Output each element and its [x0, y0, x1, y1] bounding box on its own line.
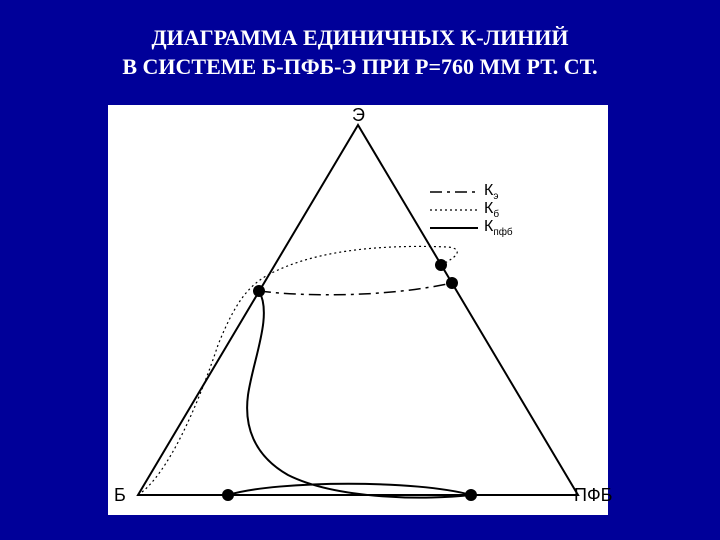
- page-title: ДИАГРАММА ЕДИНИЧНЫХ К-ЛИНИЙ В СИСТЕМЕ Б-…: [0, 0, 720, 81]
- curve-k_e: [259, 283, 452, 295]
- data-point: [435, 259, 447, 271]
- data-point: [222, 489, 234, 501]
- data-point: [446, 277, 458, 289]
- legend-item-k_b: Кб: [430, 201, 513, 219]
- vertex-top-label: Э: [352, 105, 365, 126]
- legend-label: Кпфб: [484, 218, 513, 238]
- legend: КэКбКпфб: [430, 183, 513, 237]
- vertex-right-label: ПФБ: [574, 485, 612, 506]
- ternary-diagram: Э Б ПФБ КэКбКпфб: [108, 105, 608, 515]
- curve-k_pfb: [228, 291, 471, 498]
- vertex-left-label: Б: [114, 485, 126, 506]
- data-point: [253, 285, 265, 297]
- title-line-2: В СИСТЕМЕ Б-ПФБ-Э ПРИ Р=760 ММ РТ. СТ.: [0, 53, 720, 82]
- legend-item-k_e: Кэ: [430, 183, 513, 201]
- title-line-1: ДИАГРАММА ЕДИНИЧНЫХ К-ЛИНИЙ: [0, 24, 720, 53]
- legend-item-k_pfb: Кпфб: [430, 219, 513, 237]
- data-point: [465, 489, 477, 501]
- curve-k_b: [138, 246, 457, 495]
